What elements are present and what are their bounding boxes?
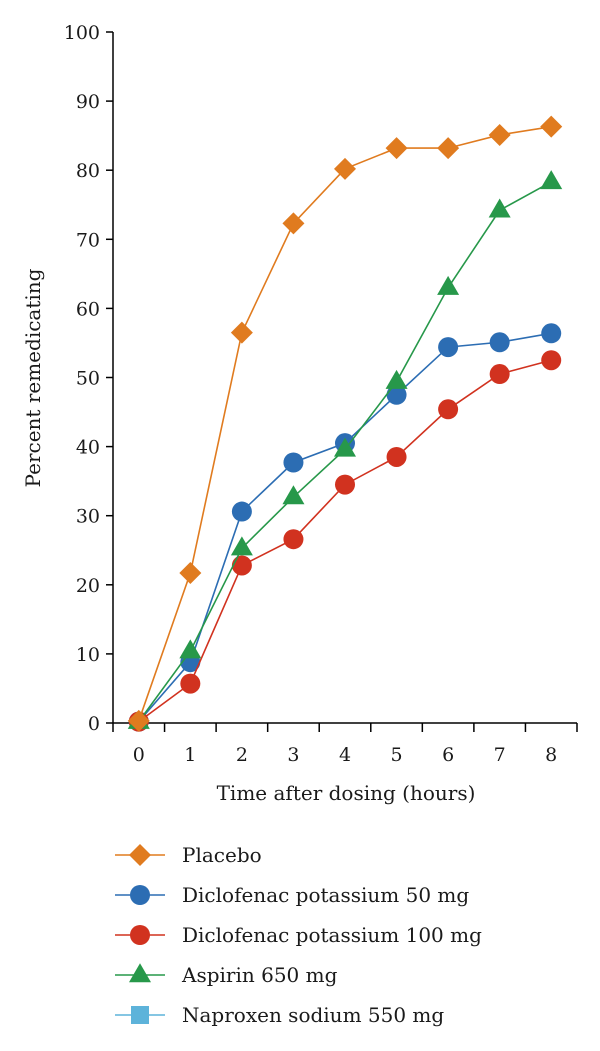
data-point (386, 446, 407, 467)
y-tick-label: 0 (88, 713, 100, 735)
data-point (283, 529, 304, 550)
y-tick-label: 10 (76, 644, 100, 666)
data-point (127, 709, 150, 732)
legend-item: Aspirin 650 mg (115, 963, 338, 987)
x-tick-label: 3 (287, 744, 299, 766)
x-tick-label: 1 (184, 744, 196, 766)
data-point (437, 137, 460, 160)
data-point (489, 364, 510, 385)
data-point (179, 639, 202, 659)
legend-label: Diclofenac potassium 50 mg (182, 883, 469, 907)
series-diclofenac-potassium-50-mg (128, 323, 562, 732)
data-point (488, 198, 511, 218)
data-point (180, 673, 201, 694)
data-point (282, 212, 305, 235)
y-tick-label: 20 (76, 575, 100, 597)
data-point (230, 321, 253, 344)
y-tick-label: 70 (76, 229, 100, 251)
y-tick-label: 60 (76, 298, 100, 320)
y-tick-label: 30 (76, 506, 100, 528)
series-line (138, 359, 552, 723)
data-point (231, 555, 252, 576)
x-tick-label: 8 (545, 744, 557, 766)
x-tick-label: 4 (339, 744, 351, 766)
data-point (541, 350, 562, 371)
x-tick-label: 6 (442, 744, 454, 766)
x-tick-label: 5 (391, 744, 403, 766)
legend-marker (129, 963, 151, 983)
axes: 0 10 20 30 40 50 60 70 80 90 100 0 1 2 3 4 5 6 7 8 (64, 22, 578, 766)
series-layer (127, 115, 563, 732)
legend-label: Naproxen sodium 550 mg (182, 1003, 444, 1027)
data-point (231, 501, 252, 522)
data-point (334, 437, 356, 457)
data-point (385, 137, 408, 160)
series-placebo (127, 115, 563, 732)
y-tick-label: 100 (64, 22, 100, 44)
legend-marker (131, 1006, 149, 1024)
legend-marker (129, 844, 151, 866)
legend-item: Diclofenac potassium 50 mg (115, 883, 469, 907)
x-tick-label: 2 (236, 744, 248, 766)
data-point (540, 115, 563, 138)
data-point (489, 332, 510, 353)
data-point (437, 275, 460, 295)
legend-item: Diclofenac potassium 100 mg (115, 923, 482, 947)
data-point (230, 536, 253, 556)
data-point (438, 337, 459, 358)
data-point (386, 384, 407, 405)
y-tick-label: 50 (76, 368, 100, 390)
x-tick-label: 0 (133, 744, 145, 766)
y-axis-title: Percent remedicating (21, 268, 45, 487)
data-point (335, 474, 355, 495)
legend-marker (130, 925, 150, 945)
data-point (540, 170, 563, 190)
legend-item: Naproxen sodium 550 mg (115, 1003, 444, 1027)
data-point (334, 157, 356, 180)
x-axis-title: Time after dosing (hours) (217, 781, 476, 805)
legend-marker (130, 885, 150, 905)
legend-label: Placebo (182, 843, 262, 867)
legend-label: Aspirin 650 mg (181, 963, 338, 987)
data-point (282, 485, 305, 505)
y-tick-label: 90 (76, 91, 100, 113)
legend-item: Placebo (115, 843, 262, 867)
legend-label: Diclofenac potassium 100 mg (182, 923, 482, 947)
series-aspirin-650-mg (127, 170, 563, 729)
data-point (179, 562, 202, 585)
x-tick-label: 7 (494, 744, 506, 766)
data-point (385, 369, 408, 389)
series-diclofenac-potassium-100-mg (128, 350, 562, 732)
y-tick-label: 80 (76, 160, 100, 182)
data-point (283, 452, 304, 473)
data-point (438, 399, 459, 420)
data-point (488, 123, 511, 146)
data-point (541, 323, 562, 344)
y-tick-label: 40 (76, 437, 100, 459)
legend: Placebo Diclofenac potassium 50 mg Diclofe… (115, 843, 482, 1027)
